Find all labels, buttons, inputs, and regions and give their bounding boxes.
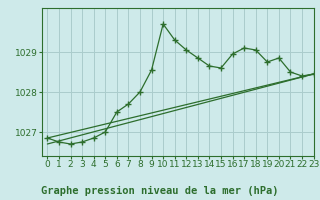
Text: Graphe pression niveau de la mer (hPa): Graphe pression niveau de la mer (hPa) bbox=[41, 186, 279, 196]
